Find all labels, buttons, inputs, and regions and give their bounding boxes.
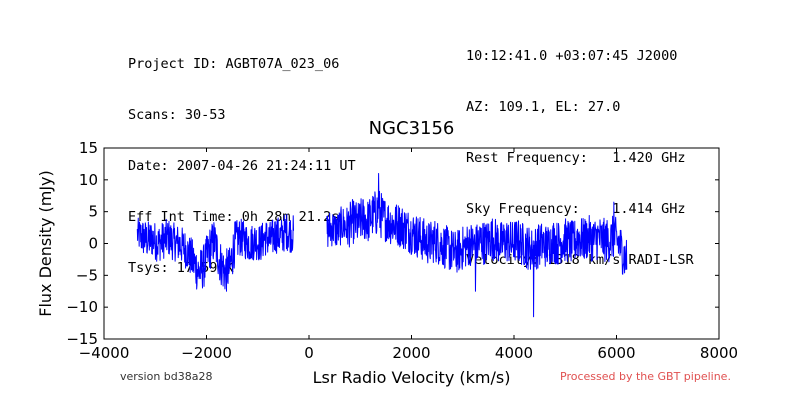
y-axis-label: Flux Density (mJy) [36, 170, 55, 317]
header-rest-frequency: Rest Frequency: 1.420 GHz [466, 150, 686, 166]
processed-by-label: Processed by the GBT pipeline. [560, 370, 731, 383]
y-tick-label: −10 [66, 298, 98, 316]
spectrum-line-segment-1 [136, 213, 295, 292]
header-right-block: 10:12:41.0 +03:07:45 J2000 AZ: 109.1, EL… [466, 14, 694, 286]
y-tick-label: −5 [76, 266, 98, 284]
plot-area: −4000 −2000 0 2000 4000 6000 8000 −15 −10 −5 0 5 10 1… [66, 139, 738, 362]
chart-title: NGC3156 [369, 118, 455, 139]
x-tick-label: −4000 [79, 344, 130, 362]
y-tick-label: −15 [66, 330, 98, 348]
header-sky-frequency: Sky Frequency: 1.414 GHz [466, 201, 686, 217]
x-tick-label: 0 [304, 344, 314, 362]
header-project-id: Project ID: AGBT07A_023_06 [128, 56, 340, 72]
x-tick-label: 2000 [392, 344, 430, 362]
x-tick-label: 4000 [495, 344, 533, 362]
version-label: version bd38a28 [120, 370, 213, 383]
x-tick-label: −2000 [181, 344, 232, 362]
y-tick-label: 0 [88, 235, 98, 253]
y-tick-label: 10 [79, 171, 98, 189]
header-coordinates: 10:12:41.0 +03:07:45 J2000 [466, 48, 678, 64]
x-tick-label: 8000 [700, 344, 738, 362]
spectrum-line-segment-2 [326, 172, 628, 318]
header-date: Date: 2007-04-26 21:24:11 UT [128, 158, 356, 174]
x-tick-label: 6000 [597, 344, 635, 362]
header-az-el: AZ: 109.1, EL: 27.0 [466, 99, 621, 115]
header-scans: Scans: 30-53 [128, 107, 226, 123]
y-tick-label: 15 [79, 139, 98, 157]
y-tick-label: 5 [88, 203, 98, 221]
x-axis-label: Lsr Radio Velocity (km/s) [313, 368, 511, 387]
